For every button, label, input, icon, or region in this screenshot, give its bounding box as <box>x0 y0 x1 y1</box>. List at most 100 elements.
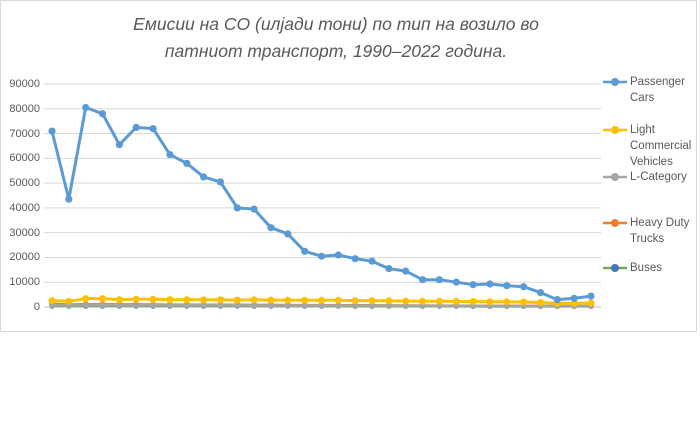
data-point-marker <box>486 280 494 288</box>
legend-item-buses: Buses <box>602 260 700 276</box>
data-point-marker <box>402 297 410 305</box>
y-axis-tick-label: 10000 <box>9 276 40 289</box>
data-point-marker <box>284 230 292 238</box>
y-axis-tick-label: 20000 <box>9 251 40 264</box>
chart-title-line-2: патниот транспорт, 1990–2022 година. <box>164 41 508 61</box>
series-line-passenger-cars <box>50 106 593 302</box>
data-point-marker <box>250 205 258 213</box>
data-point-marker <box>385 302 392 309</box>
data-point-marker <box>48 127 56 135</box>
y-axis-tick-label: 70000 <box>9 127 40 140</box>
data-point-marker <box>352 302 359 309</box>
data-point-marker <box>149 125 157 133</box>
data-point-marker <box>435 276 443 284</box>
data-point-marker <box>200 296 208 304</box>
y-axis-tick-label: 80000 <box>9 102 40 115</box>
data-point-marker <box>385 297 393 305</box>
data-point-marker <box>284 296 292 304</box>
data-point-marker <box>150 302 157 309</box>
data-point-marker <box>251 302 258 309</box>
data-point-marker <box>351 255 359 263</box>
data-point-marker <box>419 297 427 305</box>
legend-swatch-l-category-icon <box>603 173 627 181</box>
data-point-marker <box>334 251 342 259</box>
legend-label: Light Commercial Vehicles <box>630 124 692 168</box>
data-point-marker <box>200 173 208 181</box>
data-point-marker <box>166 296 174 304</box>
data-point-marker <box>99 295 106 303</box>
data-point-marker <box>317 252 326 260</box>
data-point-marker <box>183 302 190 309</box>
data-point-marker <box>216 296 224 304</box>
data-point-marker <box>233 204 241 212</box>
y-axis-tick-label: 50000 <box>9 177 40 190</box>
data-point-marker <box>469 298 477 305</box>
series-markers-passenger-cars <box>48 103 595 304</box>
data-point-marker <box>553 296 561 304</box>
data-point-marker <box>503 298 511 306</box>
data-point-marker <box>435 297 443 305</box>
data-point-marker <box>200 302 207 309</box>
data-point-marker <box>267 224 275 232</box>
series-markers-light-commercial-vehicles <box>48 295 595 307</box>
chart-area-border <box>0 0 697 332</box>
data-point-marker <box>368 257 376 265</box>
legend: Passenger Cars Light Commercial Vehicles L… <box>600 0 697 331</box>
data-point-marker <box>82 295 90 303</box>
data-point-marker <box>132 123 140 131</box>
data-point-marker <box>115 296 123 304</box>
data-point-marker <box>419 276 427 284</box>
data-point-marker <box>133 302 140 309</box>
data-point-marker <box>268 302 274 309</box>
data-point-marker <box>166 151 174 159</box>
data-point-marker <box>183 296 191 304</box>
data-point-marker <box>520 283 528 291</box>
legend-label: Buses <box>630 262 662 274</box>
data-point-marker <box>132 295 140 303</box>
data-point-marker <box>452 298 460 305</box>
data-point-marker <box>503 282 511 290</box>
data-point-marker <box>98 110 107 118</box>
data-point-marker <box>587 292 595 300</box>
data-point-marker <box>149 295 157 303</box>
legend-swatch-light-commercial-vehicles-icon <box>603 126 627 134</box>
chart-title-line-1: Емисии на CO (илјади тони) по тип на воз… <box>133 14 539 34</box>
y-axis-tick-label: 30000 <box>9 226 40 239</box>
data-point-marker <box>452 278 460 286</box>
data-point-marker <box>587 299 595 307</box>
data-point-marker <box>536 289 545 297</box>
legend-item-light-commercial-vehicles: Light Commercial Vehicles <box>602 122 700 170</box>
data-point-marker <box>570 294 578 302</box>
data-point-marker <box>233 296 241 304</box>
data-point-marker <box>216 178 224 186</box>
data-point-marker <box>368 297 376 305</box>
data-point-marker <box>82 302 89 308</box>
legend-item-l-category: L-Category <box>602 169 700 185</box>
y-axis-tick-label: 90000 <box>9 78 40 90</box>
legend-swatch-passenger-cars-icon <box>603 78 627 86</box>
data-point-marker <box>334 296 342 304</box>
chart-title: Емисии на CO (илјади тони) по тип на воз… <box>0 11 672 65</box>
legend-item-passenger-cars: Passenger Cars <box>602 74 700 106</box>
data-point-marker <box>301 296 309 304</box>
data-point-marker <box>537 299 544 306</box>
data-point-marker <box>183 159 191 167</box>
data-point-marker <box>116 302 123 309</box>
data-point-marker <box>284 302 291 309</box>
data-point-marker <box>335 302 342 309</box>
legend-swatch-buses-icon <box>603 264 627 272</box>
data-point-marker <box>469 281 477 289</box>
data-point-marker <box>301 247 309 255</box>
y-axis-tick-label: 0 <box>33 301 40 313</box>
y-axis-tick-label: 40000 <box>9 201 40 214</box>
data-point-marker <box>65 195 73 203</box>
data-point-marker <box>166 302 173 309</box>
data-point-marker <box>115 141 123 149</box>
data-point-marker <box>520 298 528 306</box>
data-point-marker <box>65 297 73 305</box>
data-point-marker <box>570 299 578 307</box>
data-point-marker <box>49 302 55 309</box>
data-point-marker <box>250 296 258 304</box>
